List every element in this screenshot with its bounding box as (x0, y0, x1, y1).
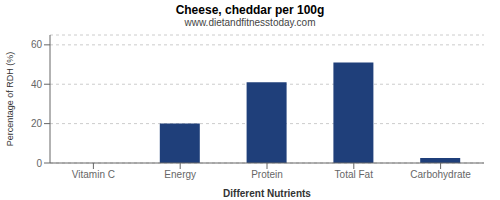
svg-text:60: 60 (31, 39, 43, 50)
svg-text:0: 0 (36, 158, 42, 169)
svg-text:Carbohydrate: Carbohydrate (410, 169, 471, 180)
svg-text:Percentage of RDH (%): Percentage of RDH (%) (5, 52, 15, 147)
svg-text:Energy: Energy (164, 169, 196, 180)
svg-text:Vitamin C: Vitamin C (72, 169, 115, 180)
html-text:Cheese, cheddar per 100g: Cheese, cheddar per 100g (175, 3, 325, 17)
svg-text:20: 20 (31, 118, 43, 129)
svg-text:40: 40 (31, 79, 43, 90)
svg-text:Protein: Protein (251, 169, 283, 180)
svg-text:Different Nutrients: Different Nutrients (223, 188, 311, 199)
html-text:www.dietandfitnesstoday.com: www.dietandfitnesstoday.com (184, 17, 316, 28)
svg-text:Total Fat: Total Fat (335, 169, 374, 180)
